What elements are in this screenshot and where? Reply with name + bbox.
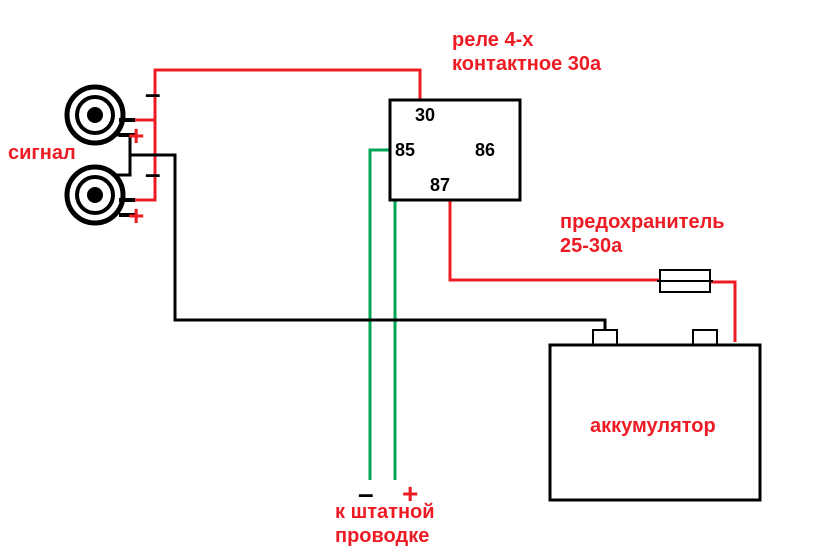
horn2-plus: + bbox=[128, 200, 144, 232]
relay-title-label: реле 4-х контактное 30а bbox=[452, 28, 601, 76]
horn2-minus: – bbox=[145, 158, 161, 190]
horn1-minus: – bbox=[145, 78, 161, 110]
wiring-label: к штатной проводке bbox=[335, 500, 435, 548]
pin-87-label: 87 bbox=[430, 175, 450, 196]
wiring-diagram bbox=[0, 0, 823, 558]
horn1-plus: + bbox=[128, 120, 144, 152]
pin-30-label: 30 bbox=[415, 105, 435, 126]
fuse-label: предохранитель 25-30а bbox=[560, 210, 725, 258]
signal-label: сигнал bbox=[8, 142, 76, 165]
pin-85-label: 85 bbox=[395, 140, 415, 161]
pin-86-label: 86 bbox=[475, 140, 495, 161]
battery-label: аккумулятор bbox=[590, 415, 716, 438]
wiring-plus: + bbox=[402, 478, 418, 510]
wiring-minus: – bbox=[358, 478, 374, 510]
